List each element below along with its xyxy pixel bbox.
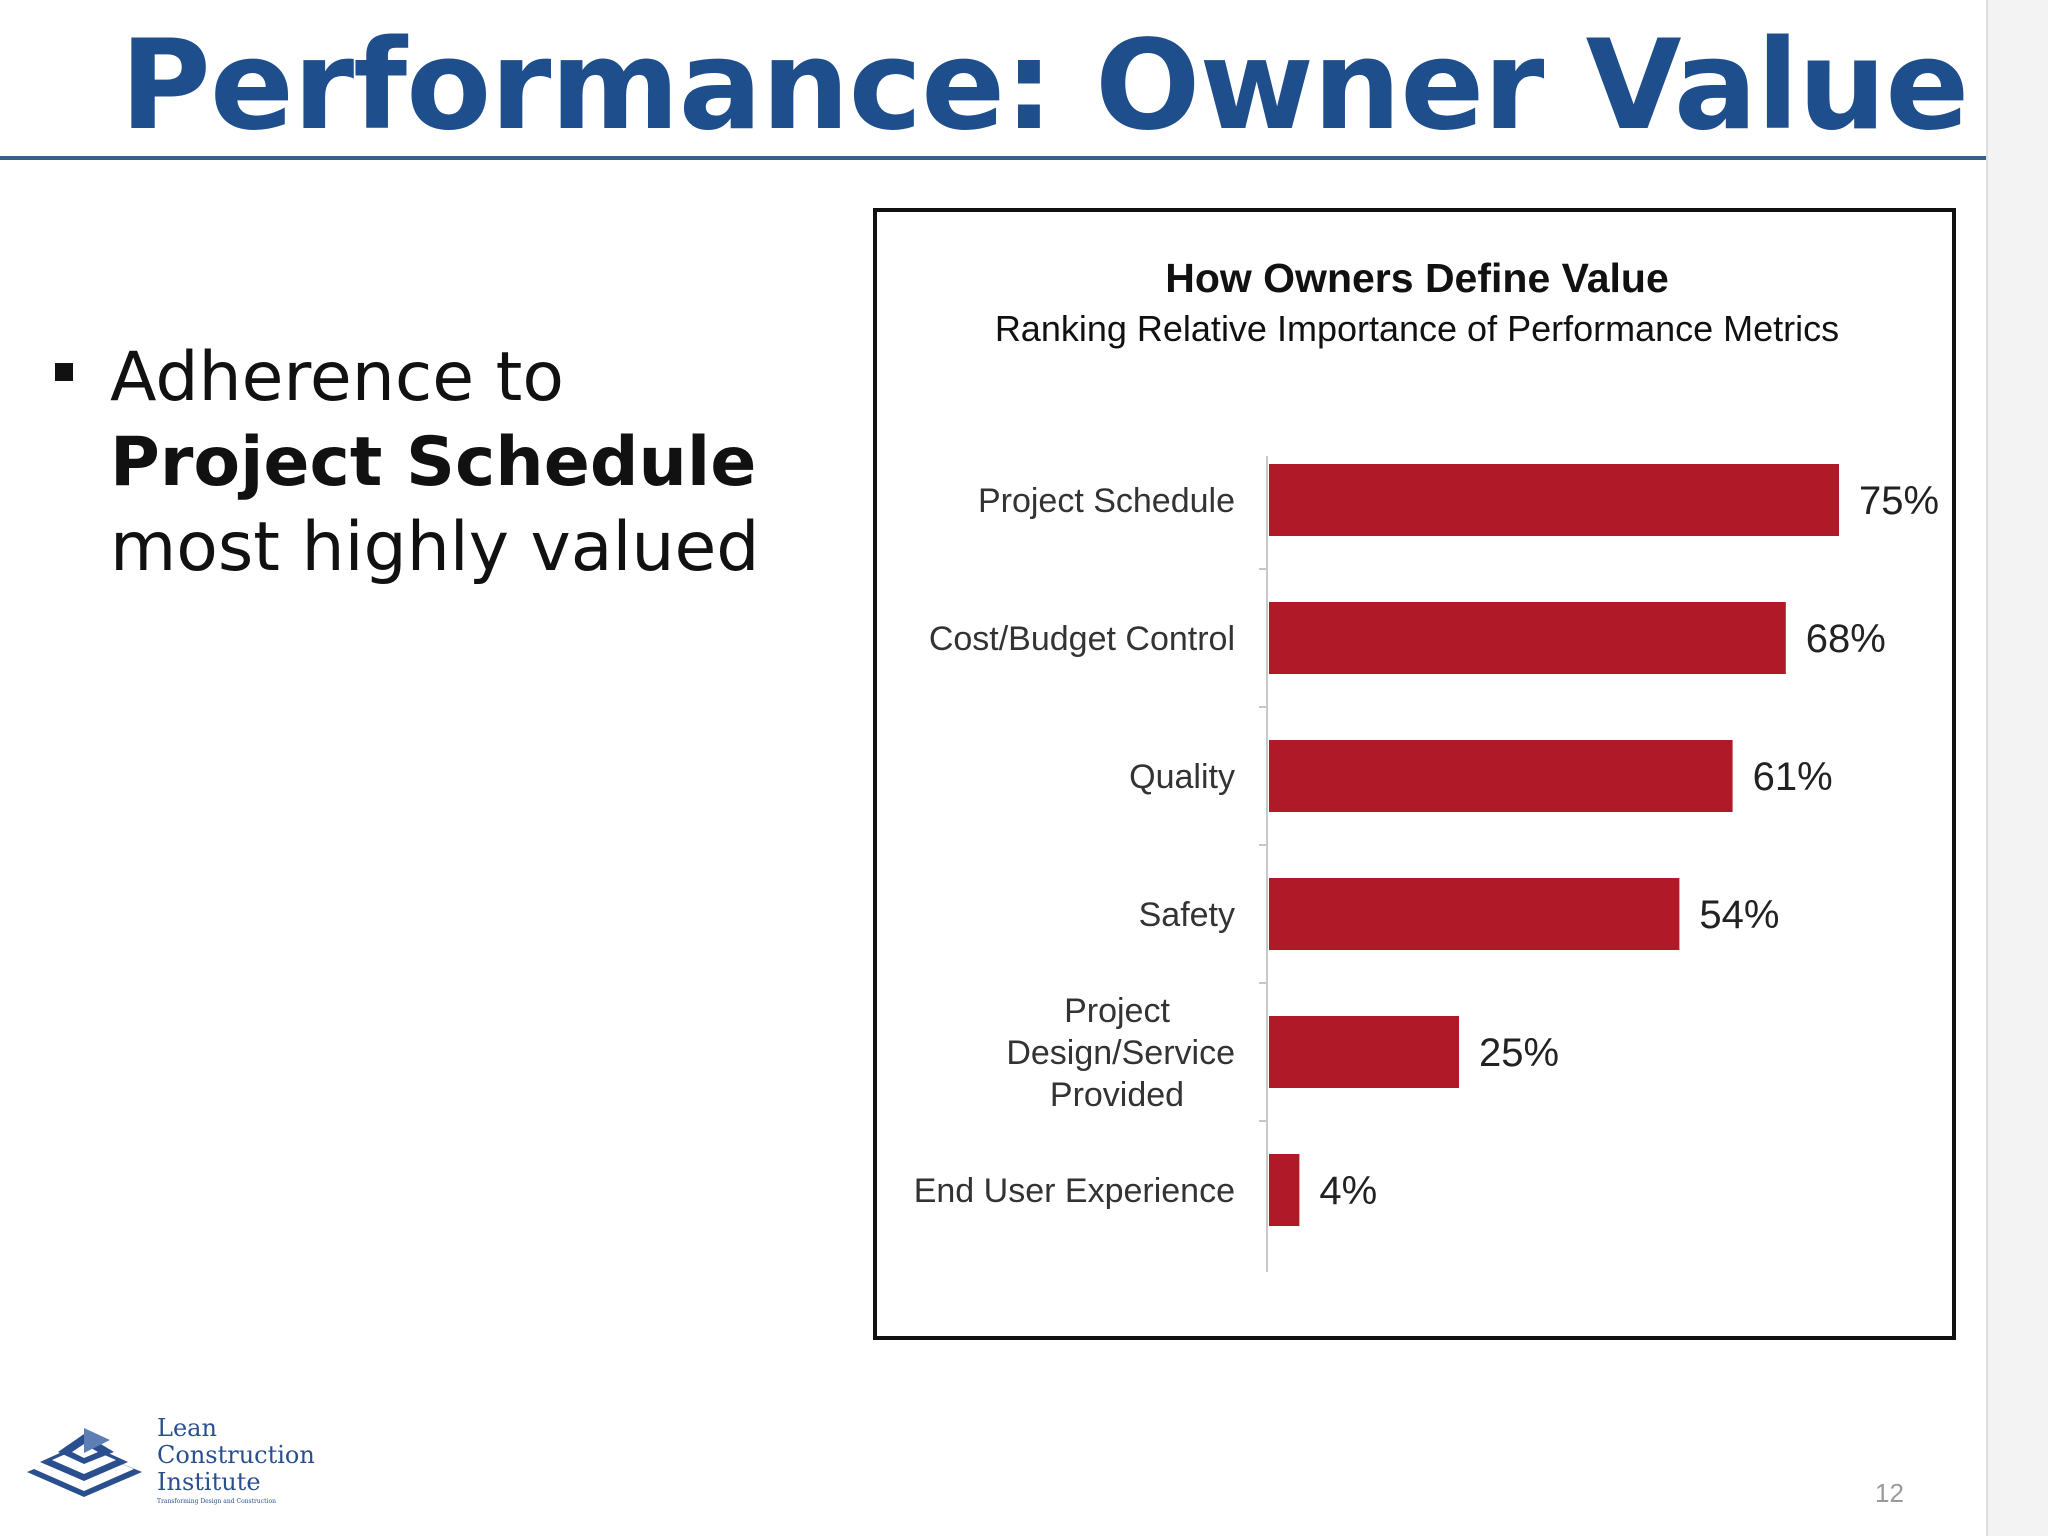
logo-text-institute: Institute xyxy=(157,1468,261,1496)
data-label: 61% xyxy=(1753,755,1833,799)
bar xyxy=(1269,1016,1459,1088)
bar xyxy=(1269,740,1733,812)
data-label: 54% xyxy=(1699,893,1779,937)
logo-text-construction: Construction xyxy=(157,1441,315,1469)
slide: Performance: Owner Value Adherence to Pr… xyxy=(0,14,1986,1515)
bar xyxy=(1269,878,1680,950)
logo-text-lean: Lean xyxy=(157,1414,217,1442)
data-label: 75% xyxy=(1859,479,1939,523)
title-divider xyxy=(0,156,1986,160)
chart-subtitle: Ranking Relative Importance of Performan… xyxy=(995,308,1839,349)
window-edge xyxy=(1986,0,2048,1536)
chart-frame: How Owners Define Value Ranking Relative… xyxy=(873,208,1956,1340)
bar xyxy=(1269,602,1786,674)
logo-tagline: Transforming Design and Construction xyxy=(157,1498,276,1505)
category-label: Project Design/Service Provided xyxy=(1006,992,1235,1114)
bullet-square-icon xyxy=(55,363,73,381)
bullet-point: Adherence to Project Schedule most highl… xyxy=(55,335,855,590)
bullet-line-3: most highly valued xyxy=(110,508,760,587)
data-label: 68% xyxy=(1806,617,1886,661)
bullet-line-2: Project Schedule xyxy=(110,423,757,502)
lci-logo-icon xyxy=(27,1428,142,1497)
category-label: End User Experience xyxy=(914,1172,1235,1210)
data-label: 25% xyxy=(1479,1031,1559,1075)
page-number: 12 xyxy=(1875,1478,1904,1508)
bar-chart: How Owners Define Value Ranking Relative… xyxy=(914,255,1939,1272)
category-label: Quality xyxy=(1129,758,1235,796)
lci-logo: Lean Construction Institute Transforming… xyxy=(22,1415,362,1515)
data-label: 4% xyxy=(1319,1169,1377,1213)
category-label: Safety xyxy=(1139,896,1235,934)
slide-title: Performance: Owner Value xyxy=(120,14,1969,158)
category-label: Cost/Budget Control xyxy=(929,620,1235,658)
bar xyxy=(1269,1154,1300,1226)
bullet-line-1: Adherence to xyxy=(110,338,564,417)
category-label: Project Schedule xyxy=(978,482,1235,520)
bar xyxy=(1269,464,1839,536)
chart-title: How Owners Define Value xyxy=(1165,255,1669,301)
